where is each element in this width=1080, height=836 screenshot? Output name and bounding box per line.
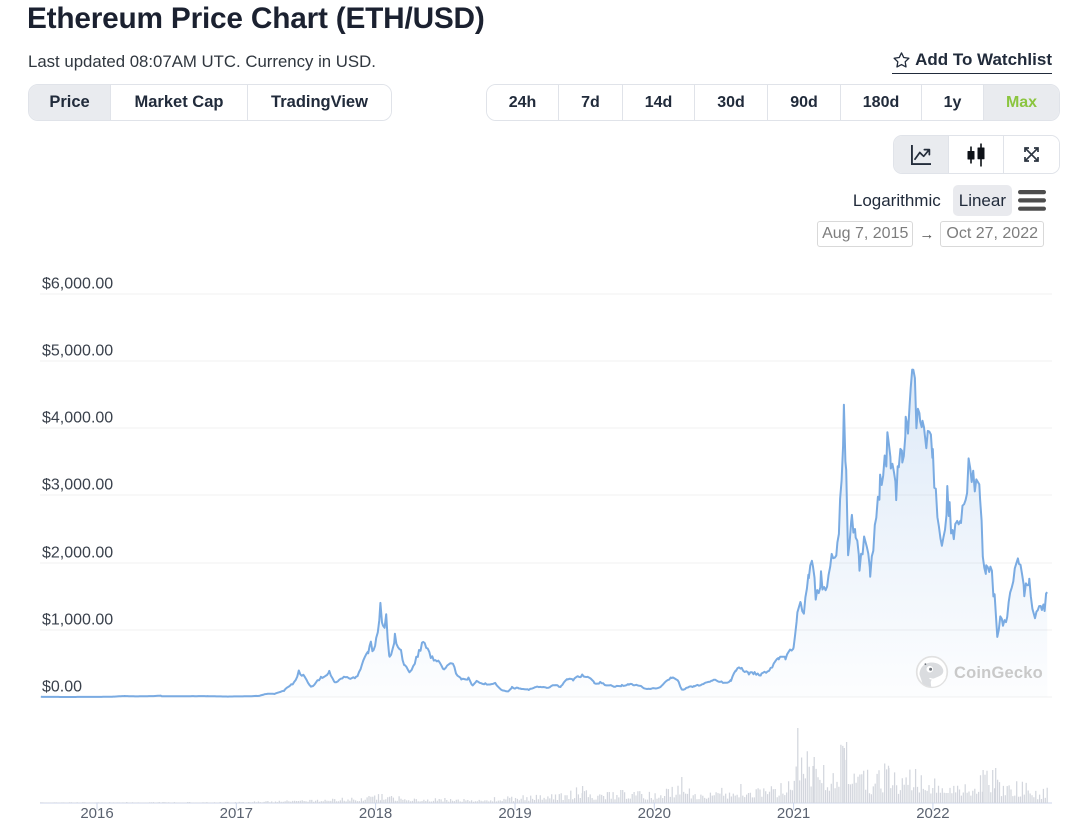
svg-text:$6,000.00: $6,000.00: [42, 276, 113, 293]
svg-text:CoinGecko: CoinGecko: [954, 664, 1043, 682]
svg-text:$2,000.00: $2,000.00: [42, 545, 113, 562]
svg-text:2017: 2017: [220, 805, 253, 822]
svg-text:$5,000.00: $5,000.00: [42, 343, 113, 360]
svg-text:2016: 2016: [80, 805, 113, 822]
svg-text:2019: 2019: [498, 805, 531, 822]
svg-text:$1,000.00: $1,000.00: [42, 612, 113, 629]
svg-text:2020: 2020: [638, 805, 671, 822]
svg-text:$0.00: $0.00: [42, 679, 82, 696]
svg-text:2021: 2021: [777, 805, 810, 822]
svg-text:$4,000.00: $4,000.00: [42, 410, 113, 427]
svg-text:2018: 2018: [359, 805, 392, 822]
svg-text:$3,000.00: $3,000.00: [42, 477, 113, 494]
svg-text:2022: 2022: [916, 805, 949, 822]
